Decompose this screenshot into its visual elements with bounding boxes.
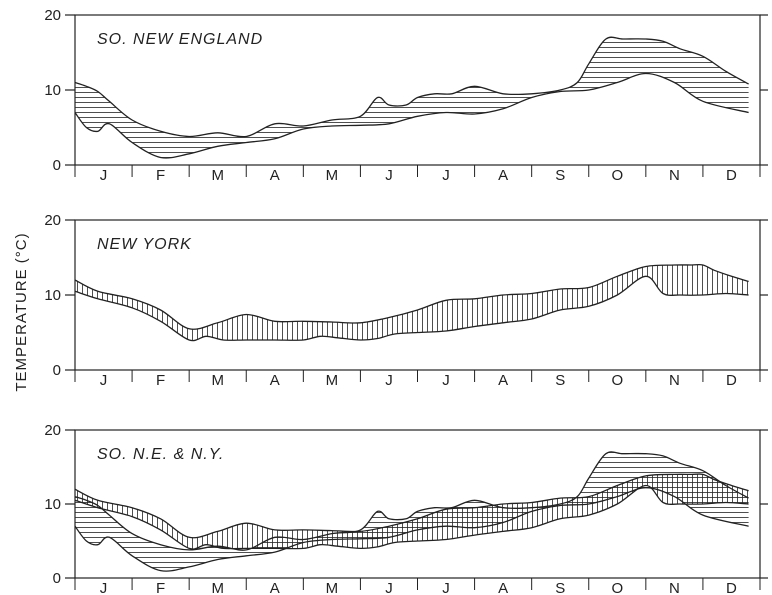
x-tick-label: O [611, 167, 623, 184]
panel-title: SO. NEW ENGLAND [97, 31, 263, 48]
x-tick-label: D [726, 167, 737, 184]
x-tick-label: A [498, 372, 508, 389]
y-tick-label: 0 [53, 570, 61, 587]
x-tick-label: F [156, 372, 165, 389]
series-line-ny-lower [74, 484, 749, 550]
x-tick-label: M [211, 372, 224, 389]
x-tick-label: O [611, 580, 623, 595]
x-tick-label: J [442, 167, 450, 184]
panel-1: 0 10 20 J F M A M J J A S O N D SO. NEW ENGLAND [44, 7, 768, 184]
x-tick-label: S [555, 580, 565, 595]
x-tick-label: J [385, 372, 393, 389]
panel-3: 0 10 20 J F M A M J J A S O N D SO. N.E. & N.Y. [44, 422, 768, 595]
x-tick-label: A [270, 580, 280, 595]
x-tick-label: M [326, 167, 339, 184]
y-tick-label: 20 [44, 422, 61, 439]
panel-title: NEW YORK [97, 236, 192, 253]
x-tick-label: M [211, 167, 224, 184]
series-line-lower [74, 72, 749, 159]
x-tick-label: N [669, 372, 680, 389]
x-tick-label: J [442, 372, 450, 389]
series-line-lower [74, 275, 749, 342]
x-tick-label: M [326, 372, 339, 389]
x-tick-label: D [726, 580, 737, 595]
y-tick-label: 10 [44, 496, 61, 513]
y-tick-label: 20 [44, 7, 61, 24]
x-tick-label: J [442, 580, 450, 595]
x-tick-label: S [555, 167, 565, 184]
series-line-upper [74, 36, 749, 138]
x-tick-label: A [498, 167, 508, 184]
series-line-ne-upper [74, 451, 749, 551]
panel-2: 0 10 20 J F M A M J J A S O N D NEW YORK [44, 212, 768, 389]
x-tick-label: N [669, 580, 680, 595]
x-tick-label: N [669, 167, 680, 184]
hatched-band [75, 37, 749, 159]
panel-title: SO. N.E. & N.Y. [97, 446, 224, 463]
x-tick-label: A [498, 580, 508, 595]
hatched-band [75, 264, 749, 341]
series-line-upper [74, 263, 749, 330]
x-tick-label: J [385, 580, 393, 595]
x-tick-label: J [100, 372, 108, 389]
y-tick-label: 10 [44, 287, 61, 304]
x-tick-label: S [555, 372, 565, 389]
x-tick-label: F [156, 167, 165, 184]
x-tick-label: J [100, 580, 108, 595]
hatched-band-ne [75, 451, 749, 572]
x-tick-label: O [611, 372, 623, 389]
series-line-ny-upper [74, 473, 749, 539]
y-tick-label: 0 [53, 362, 61, 379]
y-tick-label: 10 [44, 82, 61, 99]
y-tick-label: 0 [53, 157, 61, 174]
x-tick-label: M [326, 580, 339, 595]
y-tick-label: 20 [44, 212, 61, 229]
x-tick-label: A [270, 167, 280, 184]
x-tick-label: M [211, 580, 224, 595]
x-tick-label: A [270, 372, 280, 389]
hatched-band-ny [75, 474, 749, 549]
x-tick-label: D [726, 372, 737, 389]
y-axis-label: TEMPERATURE (°C) [13, 232, 30, 391]
x-tick-label: J [385, 167, 393, 184]
x-tick-label: J [100, 167, 108, 184]
series-line-ne-lower [74, 487, 749, 572]
x-tick-label: F [156, 580, 165, 595]
